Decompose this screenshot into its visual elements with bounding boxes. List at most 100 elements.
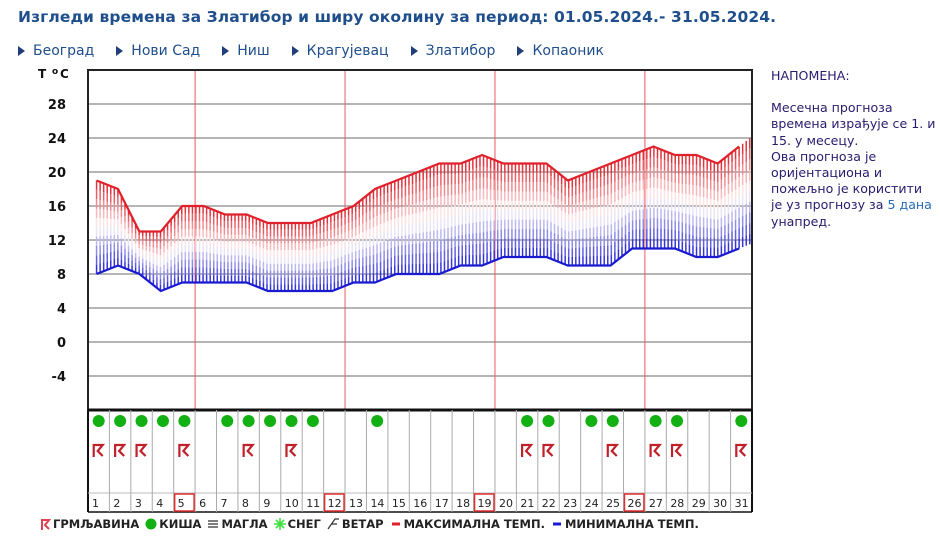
rain-icon	[671, 415, 684, 427]
sunday-highlight	[323, 493, 345, 512]
nav-link-zlatibor[interactable]: Златибор	[410, 43, 496, 59]
day-number: 2	[113, 497, 120, 510]
day-number: 4	[156, 497, 163, 510]
day-number: 12	[328, 497, 342, 510]
y-tick-label: 28	[48, 98, 66, 113]
thunder-icon	[542, 443, 555, 457]
rain-icon	[521, 415, 534, 427]
day-cell: 29	[692, 497, 706, 510]
y-tick-label: 8	[57, 268, 66, 283]
thunder-icon	[92, 443, 106, 457]
day-number: 20	[499, 497, 513, 510]
nav-label: Нови Сад	[131, 43, 201, 59]
sunday-highlight	[473, 493, 495, 512]
day-number: 14	[370, 497, 384, 510]
day-number: 6	[199, 497, 206, 510]
day-cell: 7	[221, 415, 234, 510]
day-cell: 1	[92, 415, 106, 510]
thunder-icon	[649, 443, 662, 457]
y-tick-label: 16	[48, 200, 66, 215]
rain-icon	[145, 518, 157, 530]
note-text-2: Ова прогноза је оријентациона и пожељно …	[771, 148, 923, 213]
rain-icon	[156, 415, 169, 427]
rain-icon	[542, 415, 555, 427]
day-cell: 14	[370, 415, 384, 510]
note-text-3: унапред.	[771, 213, 832, 229]
thunder-icon	[285, 443, 298, 457]
arrow-right-icon	[116, 46, 124, 56]
temperature-range-fill	[95, 138, 751, 291]
nav-link-beograd[interactable]: Београд	[18, 43, 94, 59]
day-cell: 11	[306, 415, 320, 510]
day-number: 13	[349, 497, 363, 510]
rain-icon	[114, 415, 127, 427]
day-number: 15	[392, 497, 406, 510]
nav-label: Ниш	[237, 43, 270, 59]
y-tick-label: 12	[48, 234, 66, 249]
svg-text:C: C	[60, 67, 69, 81]
rain-icon	[371, 415, 384, 427]
day-cell: 4	[156, 415, 169, 510]
day-number: 1	[92, 497, 99, 510]
legend-max-temp: МАКСИМАЛНА ТЕМП.	[390, 517, 545, 531]
rain-icon	[242, 415, 255, 427]
day-number: 17	[435, 497, 449, 510]
min-temp-line	[96, 247, 740, 293]
sunday-highlight	[173, 493, 195, 512]
thunder-icon	[40, 518, 51, 531]
nav-link-novi-sad[interactable]: Нови Сад	[116, 43, 200, 59]
y-tick-label: 0	[57, 336, 66, 351]
arrow-right-icon	[410, 46, 418, 56]
rain-icon	[178, 415, 191, 427]
five-day-forecast-link[interactable]: 5 дана	[887, 197, 932, 213]
rain-icon	[285, 415, 298, 427]
nav-label: Крагујевац	[306, 43, 389, 59]
nav-link-kragujevac[interactable]: Крагујевац	[291, 43, 389, 59]
day-number: 29	[692, 497, 706, 510]
note-text-1: Месечна прогноза времена израђује се 1. …	[771, 100, 936, 148]
day-cell: 21	[520, 415, 534, 510]
day-number: 18	[456, 497, 470, 510]
arrow-right-icon	[517, 46, 525, 56]
page-title: Изгледи времена за Златибор и ширу околи…	[18, 8, 777, 26]
day-number: 28	[670, 497, 684, 510]
day-number: 25	[606, 497, 620, 510]
day-cell: 9	[263, 415, 277, 510]
svg-text:o: o	[52, 67, 58, 77]
thunder-icon	[135, 443, 148, 457]
day-cell: 12	[323, 493, 345, 512]
nav-link-nis[interactable]: Ниш	[222, 43, 270, 59]
nav-link-kopaonik[interactable]: Копаоник	[517, 43, 604, 59]
thunder-icon	[606, 443, 620, 457]
day-number: 8	[242, 497, 249, 510]
day-cell: 25	[606, 415, 620, 510]
y-axis-label: T	[38, 67, 47, 81]
sunday-highlight	[623, 493, 645, 512]
day-cell: 27	[649, 415, 663, 510]
day-cell: 2	[113, 415, 127, 510]
day-cell: 28	[670, 415, 684, 510]
nav-label: Златибор	[425, 43, 496, 59]
arrow-right-icon	[222, 46, 230, 56]
day-cell: 26	[623, 493, 645, 512]
day-number: 31	[735, 497, 749, 510]
day-number: 23	[563, 497, 577, 510]
day-number: 5	[178, 497, 185, 510]
day-cell: 13	[349, 497, 363, 510]
max-temp-line-icon	[390, 519, 402, 529]
day-cell: 30	[713, 497, 727, 510]
rain-icon	[735, 415, 748, 427]
day-cell: 17	[435, 497, 449, 510]
day-cell: 5	[173, 415, 195, 512]
thunder-icon	[735, 443, 748, 457]
legend-fog: МАГЛА	[207, 517, 268, 531]
fog-icon	[207, 519, 219, 529]
legend-wind: ВЕТАР	[327, 517, 384, 531]
legend-thunder: ГРМЉАВИНА	[40, 517, 139, 531]
day-number: 9	[263, 497, 270, 510]
rain-icon	[606, 415, 619, 427]
day-number: 3	[135, 497, 142, 510]
day-cell: 8	[242, 415, 255, 510]
day-number: 7	[221, 497, 228, 510]
